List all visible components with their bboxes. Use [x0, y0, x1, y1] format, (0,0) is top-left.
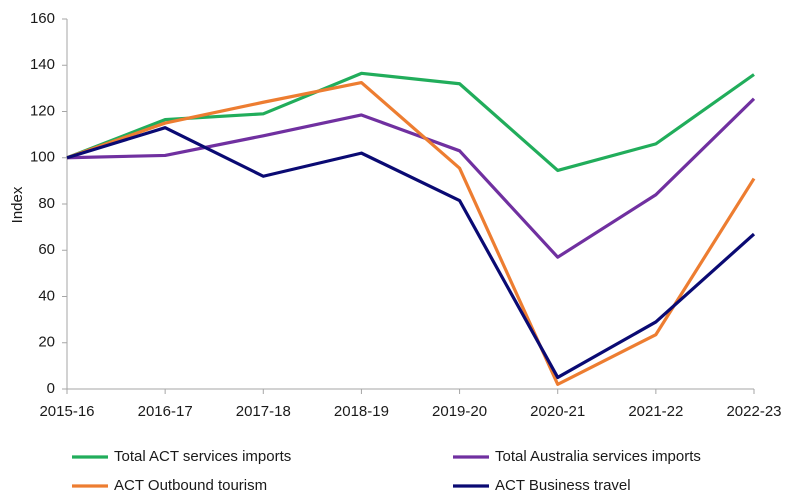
legend-label: Total Australia services imports	[495, 448, 701, 465]
y-tick-label: 60	[38, 241, 55, 258]
series-line	[66, 126, 756, 380]
y-tick-label: 100	[30, 149, 55, 166]
x-tick-label: 2019-20	[432, 403, 487, 420]
series-line	[66, 97, 756, 259]
y-axis-label: Index	[9, 186, 26, 223]
legend-label: ACT Business travel	[495, 477, 631, 494]
x-tick-label: 2015-16	[39, 403, 94, 420]
x-tick-label: 2016-17	[138, 403, 193, 420]
y-tick-label: 160	[30, 10, 55, 27]
y-tick-label: 0	[47, 380, 55, 397]
x-tick-label: 2017-18	[236, 403, 291, 420]
y-tick-label: 40	[38, 287, 55, 304]
y-tick-label: 140	[30, 56, 55, 73]
x-tick-label: 2022-23	[726, 403, 781, 420]
x-tick-label: 2020-21	[530, 403, 585, 420]
legend-label: ACT Outbound tourism	[114, 477, 267, 494]
y-tick-label: 120	[30, 102, 55, 119]
x-tick-label: 2021-22	[628, 403, 683, 420]
y-tick-label: 80	[38, 195, 55, 212]
x-tick-label: 2018-19	[334, 403, 389, 420]
y-tick-label: 20	[38, 334, 55, 351]
legend-label: Total ACT services imports	[114, 448, 291, 465]
series-line	[66, 80, 756, 386]
